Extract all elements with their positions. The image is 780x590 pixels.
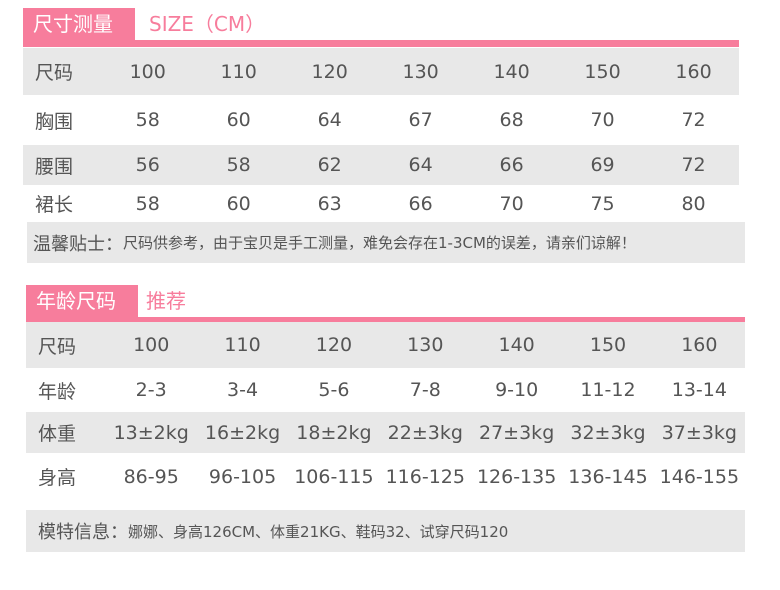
table-cell: 32±3kg [570,421,646,444]
table-cell: 58 [135,109,160,131]
table-cell: 120 [311,60,348,83]
table-cell: 13-14 [671,379,727,401]
table-cell: 136-145 [568,465,648,488]
header-divider [26,317,745,324]
table-cell: 160 [681,334,718,356]
table-cell: 3-4 [227,379,259,401]
row-label: 胸围 [35,110,74,133]
section-subtitle: 推荐 [146,289,186,313]
table-cell: 110 [220,60,257,83]
row-label: 身高 [38,467,77,489]
section-header: 尺寸测量 SIZE（CM） [23,8,739,48]
table-cell: 150 [589,334,627,356]
table-cell: 72 [681,154,706,176]
tip-note: 温馨贴士： 尺码供参考，由于宝贝是手工测量，难免会存在1-3CM的误差，请亲们谅… [27,222,745,263]
table-row: 体重 13±2kg 16±2kg 18±2kg 22±3kg 27±3kg 32±3kg 37… [26,412,745,453]
table-cell: 66 [499,154,524,176]
table-cell: 18±2kg [296,421,372,444]
table-row: 身高 86-95 96-105 106-115 116-125 126-135 136-14… [26,453,745,500]
table-cell: 66 [408,192,433,215]
tip-text: 尺码供参考，由于宝贝是手工测量，难免会存在1-3CM的误差，请亲们谅解！ [123,234,636,252]
table-cell: 69 [590,154,615,176]
table-cell: 80 [681,192,706,215]
table-cell: 2-3 [135,379,167,401]
section-subtitle: SIZE（CM） [149,12,266,36]
table-cell: 86-95 [123,465,179,488]
table-cell: 140 [493,60,530,83]
table-cell: 11-12 [580,379,636,401]
table-cell: 62 [317,154,342,176]
table-cell: 100 [129,60,166,83]
table-cell: 72 [681,109,706,131]
table-cell: 60 [226,192,251,215]
table-row: 胸围 58 60 64 67 68 70 72 [23,95,739,145]
table-cell: 116-125 [385,465,465,488]
table-cell: 106-115 [294,465,374,488]
table-cell: 70 [499,192,524,215]
table-cell: 96-105 [208,465,277,488]
tip-label: 温馨贴士： [33,233,123,255]
row-label: 年龄 [38,380,77,403]
table-row: 尺码 100 110 120 130 140 150 160 [23,48,739,95]
table-cell: 126-135 [476,465,557,488]
table-cell: 70 [590,109,615,131]
row-label: 尺码 [35,62,74,84]
header-divider [23,40,739,47]
section-tag: 年龄尺码 [26,285,138,318]
table-cell: 58 [226,154,251,176]
age-size-section: 年龄尺码 推荐 尺码 100 110 120 130 140 150 160 年龄 2-3 3-4 5… [26,285,745,555]
table-row: 尺码 100 110 120 130 140 150 160 [26,322,745,368]
row-label: 尺码 [38,335,77,358]
table-cell: 16±2kg [204,421,281,444]
table-cell: 5-6 [318,379,350,401]
section-header: 年龄尺码 推荐 [26,285,745,325]
size-measure-section: 尺寸测量 SIZE（CM） 尺码 100 110 120 130 140 150 160 胸围 5… [23,8,745,268]
row-label: 腰围 [35,155,74,178]
table-row: 裙长 58 60 63 66 70 75 80 [23,185,739,222]
table-cell: 68 [499,109,524,131]
table-cell: 37±3kg [661,421,737,444]
table-cell: 13±2kg [113,421,189,444]
table-cell: 22±3kg [387,421,463,444]
table-cell: 146-155 [659,465,740,488]
table-cell: 63 [317,192,342,215]
table-cell: 160 [675,60,712,83]
table-row: 年龄 2-3 3-4 5-6 7-8 9-10 11-12 13-14 [26,368,745,412]
table-cell: 64 [317,109,342,131]
row-label: 裙长 [35,194,74,216]
table-cell: 67 [408,109,433,131]
table-cell: 7-8 [409,379,441,401]
section-tag: 尺寸测量 [23,8,135,41]
table-cell: 56 [135,154,160,176]
row-label: 体重 [38,423,77,445]
table-cell: 60 [226,109,251,131]
table-cell: 64 [408,154,433,176]
table-cell: 58 [135,192,160,215]
table-cell: 150 [584,60,621,83]
table-cell: 110 [224,334,261,356]
table-cell: 130 [402,60,439,83]
table-cell: 9-10 [495,379,539,401]
model-text: 娜娜、身高126CM、体重21KG、鞋码32、试穿尺码120 [128,522,509,541]
table-cell: 27±3kg [479,421,555,444]
table-row: 腰围 56 58 62 64 66 69 72 [23,145,739,185]
table-cell: 130 [407,334,444,356]
model-label: 模特信息： [38,522,128,543]
table-cell: 120 [315,334,353,356]
table-cell: 140 [498,334,535,356]
table-cell: 75 [590,192,615,215]
table-cell: 100 [133,334,170,356]
model-info: 模特信息： 娜娜、身高126CM、体重21KG、鞋码32、试穿尺码120 [26,510,745,552]
